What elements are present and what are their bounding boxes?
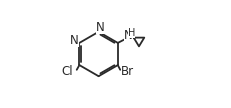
- Text: N: N: [70, 34, 79, 47]
- Text: Br: Br: [120, 65, 133, 78]
- Text: N: N: [124, 29, 132, 42]
- Text: N: N: [96, 21, 104, 34]
- Text: H: H: [127, 28, 134, 38]
- Text: Cl: Cl: [61, 65, 73, 78]
